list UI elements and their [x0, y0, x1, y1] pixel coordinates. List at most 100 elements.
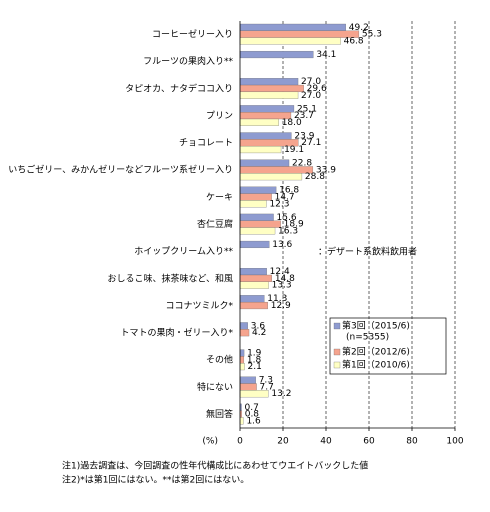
value-label: 27.0 [301, 77, 321, 87]
value-label: 19.1 [284, 145, 304, 155]
legend-box [329, 317, 447, 375]
y-tick-label: おしるこ味、抹茶味など、和風 [107, 272, 233, 284]
bar [239, 329, 250, 337]
legend-label: 第1回（2010/6) [342, 359, 410, 371]
y-tick-label: ココナツミルク* [165, 300, 233, 311]
value-label: 16.3 [278, 226, 298, 236]
value-label: 14.7 [275, 193, 295, 203]
value-label: 13.2 [271, 389, 291, 399]
bar [239, 193, 272, 201]
value-label: 49.2 [349, 23, 369, 33]
note: 注1)過去調査は、今回調査の性年代構成比にあわせてウエイトバックした値 [62, 460, 368, 472]
bar [239, 78, 299, 86]
legend-label: 第2回（2012/6) [342, 346, 410, 358]
value-label: 18.0 [282, 118, 302, 128]
value-label: 34.1 [316, 50, 336, 60]
value-label: 7.3 [259, 376, 273, 386]
value-label: 0.7 [245, 403, 259, 413]
value-label: 3.6 [251, 321, 266, 331]
x-unit-label: (%) [202, 437, 218, 447]
bar [239, 132, 292, 140]
value-label: 18.9 [284, 220, 304, 230]
value-label: 14.8 [275, 274, 295, 284]
legend-swatch [333, 361, 341, 369]
y-tick-label: その他 [206, 354, 233, 366]
y-tick-label: プリン [206, 110, 233, 121]
y-tick-label: いちごゼリー、みかんゼリーなどフルーツ系ゼリー入り [8, 164, 233, 176]
bar [239, 417, 244, 425]
value-label: 27.1 [301, 138, 321, 148]
value-label: 28.8 [305, 172, 325, 182]
x-tick-label: 0 [237, 437, 243, 447]
bar [239, 383, 257, 391]
bar [239, 281, 269, 289]
value-label: 7.7 [260, 382, 274, 392]
annotation: ：デザート系飲料飲用者 [318, 246, 417, 258]
y-tick-label: 杏仁豆腐 [197, 218, 233, 230]
value-label: 16.8 [279, 186, 299, 196]
value-label: 33.9 [316, 165, 336, 175]
bar [239, 295, 265, 303]
legend-label: 第3回（2015/6) [342, 320, 410, 332]
y-tick-label: ホイップクリーム入り** [134, 246, 233, 257]
bar [239, 220, 281, 228]
value-label: 46.8 [344, 37, 364, 47]
bar [239, 376, 256, 384]
y-tick-label: フルーツの果肉入り** [143, 55, 233, 67]
value-label: 13.3 [272, 281, 292, 291]
bar [239, 301, 268, 310]
value-label: 1.9 [247, 349, 262, 359]
value-label: 55.3 [362, 30, 382, 40]
value-label: 29.6 [307, 84, 327, 94]
bar [239, 349, 245, 357]
bar [239, 268, 267, 276]
bar [239, 240, 270, 249]
value-label: 2.1 [248, 362, 262, 372]
y-tick-label: 特にない [197, 381, 233, 393]
bar [239, 227, 276, 235]
x-tick-label: 40 [320, 437, 332, 447]
value-label: 27.0 [301, 91, 321, 101]
y-tick-label: ケーキ [206, 192, 233, 203]
bar [239, 390, 269, 398]
value-label: 1.8 [247, 355, 262, 365]
y-tick-label: コーヒーゼリー入り [152, 28, 233, 40]
legend-swatch [333, 348, 341, 356]
y-tick-label: トマトの果肉・ゼリー入り* [120, 327, 233, 339]
bar [239, 91, 299, 99]
y-tick-label: チョコレート [179, 138, 233, 149]
bar [239, 200, 267, 208]
bar [239, 50, 314, 59]
value-label: 22.8 [292, 159, 312, 169]
legend-swatch [333, 322, 341, 330]
bar [239, 84, 304, 93]
value-label: 23.9 [294, 131, 314, 141]
value-label: 23.7 [294, 111, 314, 121]
bar [239, 173, 303, 181]
value-label: 1.6 [246, 416, 261, 426]
bar [239, 37, 341, 45]
x-tick-label: 100 [446, 437, 463, 447]
bar [239, 105, 295, 113]
bar [239, 186, 277, 194]
legend-note: (n=5355) [346, 333, 389, 343]
bar [239, 166, 314, 174]
bar [239, 159, 290, 167]
x-tick-label: 20 [277, 437, 289, 447]
bar [239, 30, 360, 38]
bar [239, 213, 274, 221]
x-tick-label: 80 [406, 437, 418, 447]
y-tick-label: タピオカ、ナタデココ入り [125, 82, 233, 94]
bar [239, 118, 279, 126]
bar [239, 363, 245, 371]
bar [239, 322, 248, 330]
value-label: 25.1 [297, 104, 317, 114]
value-label: 12.4 [270, 267, 290, 277]
bar [239, 274, 272, 282]
value-label: 0.8 [245, 410, 260, 420]
value-label: 15.6 [277, 213, 297, 223]
value-label: 12.3 [269, 199, 289, 209]
y-tick-label: 無回答 [206, 408, 233, 420]
value-label: 12.9 [271, 301, 291, 311]
